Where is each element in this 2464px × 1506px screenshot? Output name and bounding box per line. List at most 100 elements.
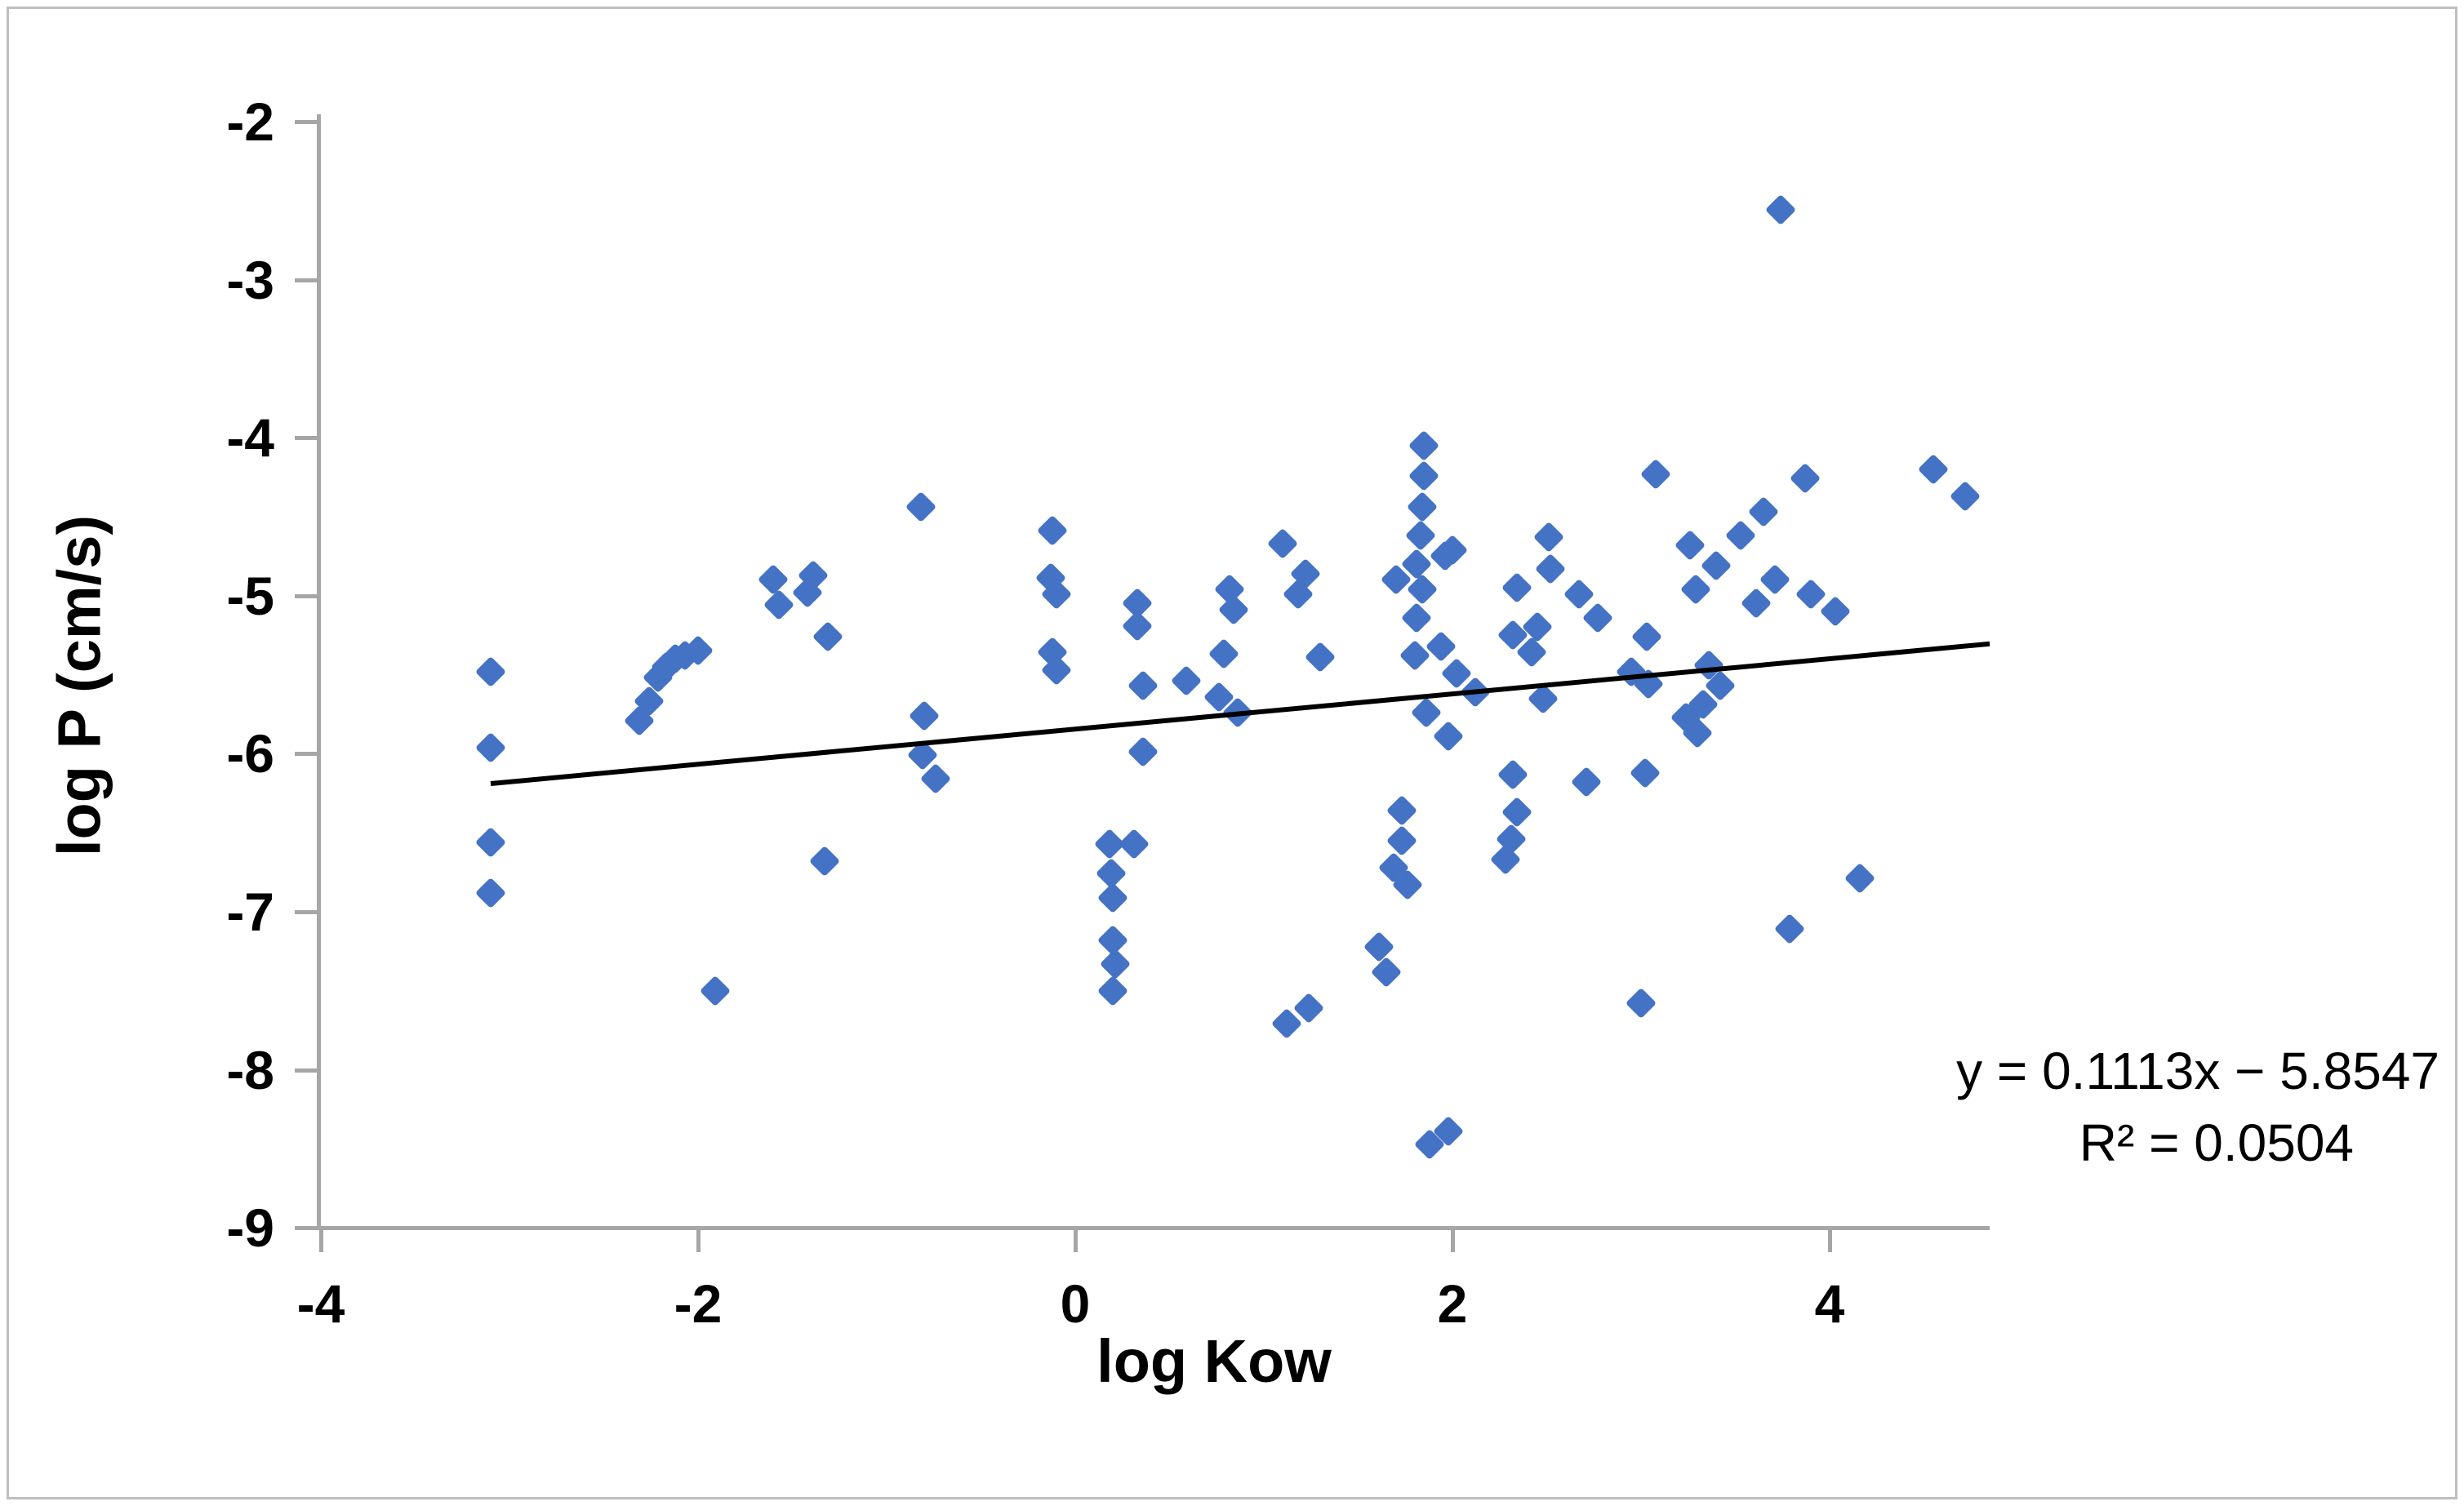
scatter-point xyxy=(1535,553,1567,584)
scatter-point xyxy=(474,655,506,687)
scatter-point xyxy=(1305,642,1337,673)
y-tick xyxy=(295,752,317,757)
y-tick xyxy=(295,1068,317,1073)
scatter-point xyxy=(1789,463,1821,495)
scatter-point xyxy=(1759,564,1791,596)
scatter-point xyxy=(1740,588,1772,620)
scatter-point xyxy=(1629,757,1661,789)
scatter-point xyxy=(474,731,506,763)
y-tick xyxy=(295,593,317,598)
y-tick xyxy=(295,120,317,124)
y-axis-title: log P (cm/s) xyxy=(45,514,113,857)
scatter-point xyxy=(1819,596,1852,628)
x-tick xyxy=(1073,1230,1078,1252)
y-tick-label: -5 xyxy=(226,565,274,626)
scatter-point xyxy=(1363,931,1394,962)
scatter-point xyxy=(1127,736,1159,768)
x-tick xyxy=(318,1230,323,1252)
scatter-point xyxy=(1171,665,1203,697)
scatter-point xyxy=(1408,429,1440,461)
scatter-point xyxy=(763,589,795,621)
y-tick-label: -7 xyxy=(226,882,274,942)
scatter-point xyxy=(1408,460,1440,491)
figure-border xyxy=(7,7,2457,1499)
scatter-point xyxy=(1371,956,1403,988)
x-tick xyxy=(696,1230,701,1252)
x-tick-label: 0 xyxy=(1060,1273,1091,1334)
scatter-point xyxy=(1404,520,1436,552)
y-tick xyxy=(295,1226,317,1231)
scatter-point xyxy=(699,975,731,1006)
scatter-point xyxy=(1267,527,1299,559)
scatter-point xyxy=(1401,602,1433,633)
scatter-point xyxy=(808,845,840,877)
scatter-point xyxy=(1208,638,1240,670)
scatter-point xyxy=(909,700,941,731)
scatter-point xyxy=(905,491,936,523)
scatter-point xyxy=(1433,720,1465,753)
x-axis-title: log Kow xyxy=(1096,1327,1332,1395)
scatter-point xyxy=(1501,796,1532,829)
scatter-point xyxy=(758,564,789,596)
scatter-point xyxy=(1406,573,1439,606)
r-squared-text: R² = 0.0504 xyxy=(2079,1113,2354,1173)
equation-text: y = 0.1113x − 5.8547 xyxy=(1956,1042,2440,1100)
x-tick-label: -4 xyxy=(296,1273,345,1334)
x-tick-label: 2 xyxy=(1437,1273,1468,1334)
scatter-point xyxy=(1917,453,1950,485)
scatter-point xyxy=(1625,988,1657,1020)
scatter-point xyxy=(1410,696,1442,729)
y-tick-label: -8 xyxy=(226,1039,274,1100)
scatter-point xyxy=(1385,794,1417,827)
scatter-point xyxy=(1532,522,1564,553)
scatter-point xyxy=(1563,578,1594,610)
scatter-point xyxy=(1217,594,1250,626)
scatter-point xyxy=(1385,824,1417,856)
scatter-point xyxy=(1037,515,1069,547)
trendline-equation: y = 0.1113x − 5.8547 R² = 0.0504 xyxy=(1956,1035,2440,1179)
scatter-point xyxy=(1795,578,1826,610)
scatter-point xyxy=(1701,549,1732,582)
scatter-point xyxy=(1630,620,1663,653)
y-axis-line xyxy=(317,114,321,1230)
scatter-point xyxy=(1501,571,1532,604)
scatter-point xyxy=(1748,496,1780,528)
scatter-point xyxy=(1844,863,1876,895)
scatter-point xyxy=(1950,480,1981,512)
x-tick xyxy=(1450,1230,1455,1252)
scatter-point xyxy=(1118,828,1150,860)
scatter-point xyxy=(1725,520,1757,552)
scatter-point xyxy=(1521,611,1554,643)
scatter-point xyxy=(1497,758,1528,790)
x-tick-label: 4 xyxy=(1814,1273,1845,1334)
x-tick xyxy=(1827,1230,1832,1252)
y-tick-label: -4 xyxy=(226,407,274,469)
scatter-point xyxy=(1640,458,1672,490)
scatter-point xyxy=(1581,602,1613,633)
scatter-point xyxy=(1122,610,1154,642)
y-tick xyxy=(295,278,317,282)
x-axis-line xyxy=(317,1226,1990,1230)
y-tick-label: -6 xyxy=(226,723,274,784)
scatter-point xyxy=(1127,669,1159,702)
scatter-point xyxy=(1674,529,1706,561)
y-tick xyxy=(295,436,317,441)
scatter-point xyxy=(812,620,844,653)
scatter-point xyxy=(1425,630,1457,662)
scatter-point xyxy=(474,826,506,858)
scatter-point xyxy=(1774,913,1806,945)
scatter-point xyxy=(1097,975,1129,1006)
x-tick-label: -2 xyxy=(674,1273,723,1334)
scatter-point xyxy=(1099,948,1131,980)
scatter-point xyxy=(1399,640,1430,672)
scatter-point xyxy=(1764,194,1797,226)
scatter-point xyxy=(1097,882,1129,913)
y-tick-label: -3 xyxy=(226,249,274,310)
scatter-point xyxy=(1679,573,1712,606)
y-tick xyxy=(295,910,317,914)
trendline xyxy=(490,641,1990,787)
y-tick-label: -9 xyxy=(226,1197,274,1259)
y-tick-label: -2 xyxy=(226,91,274,152)
scatter-point xyxy=(1570,766,1603,798)
